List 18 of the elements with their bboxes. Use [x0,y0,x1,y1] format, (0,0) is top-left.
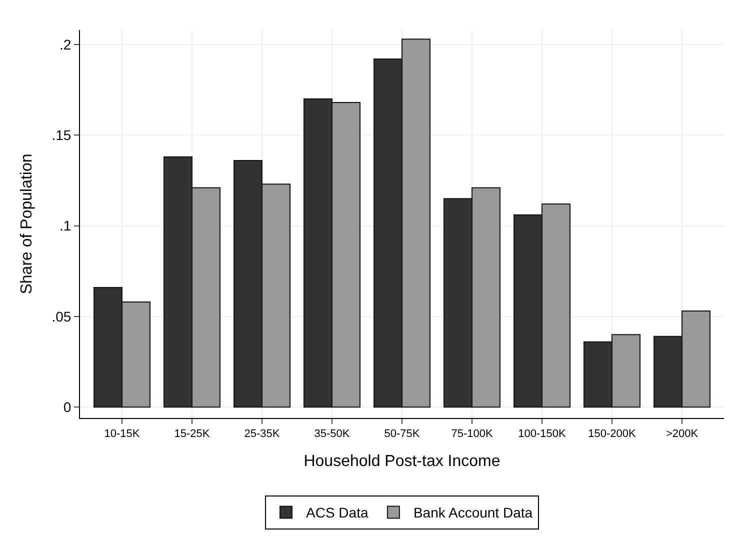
x-tick-label: 100-150K [518,428,567,440]
x-tick-label: 150-200K [588,428,637,440]
x-tick-label: 50-75K [384,428,420,440]
y-tick-label: .2 [60,36,72,52]
x-tick-label: 15-25K [174,428,210,440]
x-tick-label: 75-100K [451,428,494,440]
y-tick-label: .15 [52,127,72,144]
y-tick-label: .05 [52,308,72,324]
y-tick-label: 0 [63,399,72,416]
x-tick-label: >200K [666,428,699,440]
y-axis-title: Share of Population [18,154,36,294]
x-tick-label: 25-35K [244,428,280,440]
legend-label: Bank Account Data [413,504,533,521]
y-tick-label: .1 [60,218,72,234]
x-tick-label: 10-15K [104,428,140,440]
x-axis-title: Household Post-tax Income [304,452,500,470]
legend-label: ACS Data [306,504,368,521]
x-tick-label: 35-50K [314,428,350,440]
